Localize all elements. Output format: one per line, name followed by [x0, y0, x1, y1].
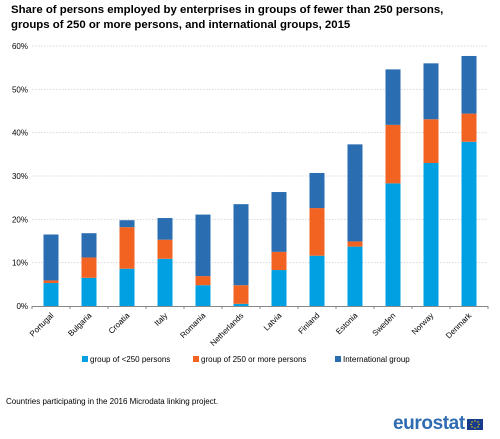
- bar-segment: [347, 144, 363, 242]
- bar-segment: [43, 283, 59, 306]
- y-tick-label: 30%: [12, 172, 28, 181]
- bar-segment: [461, 55, 477, 114]
- legend-swatch: [335, 356, 341, 362]
- bar-segment: [81, 277, 97, 306]
- x-tick-label: Finland: [296, 311, 321, 336]
- y-tick-label: 40%: [12, 129, 28, 138]
- bar-segment: [233, 303, 249, 306]
- bar-segment: [81, 257, 97, 278]
- legend-swatch: [82, 356, 88, 362]
- bar-segment: [347, 241, 363, 247]
- bar-segment: [385, 183, 401, 306]
- bar-segment: [119, 220, 135, 228]
- bar-segment: [43, 234, 59, 281]
- x-tick-label: Estonia: [334, 311, 360, 337]
- legend-label: International group: [343, 355, 410, 364]
- bar-segment: [157, 218, 173, 240]
- x-tick-label: Latvia: [262, 311, 284, 333]
- bar-segment: [119, 268, 135, 306]
- bar-segment: [195, 285, 211, 306]
- bar-segment: [461, 141, 477, 306]
- footnote: Countries participating in the 2016 Micr…: [6, 397, 219, 406]
- bar-segment: [347, 246, 363, 306]
- x-tick-label: Romania: [178, 311, 207, 340]
- bar-segment: [195, 276, 211, 286]
- stacked-bar-chart: 0% 10% 20% 30% 40% 50% 60% Portugal Bulgaria Croa…: [12, 42, 489, 364]
- y-tick-label: 10%: [12, 259, 28, 268]
- x-tick-label: Denmark: [444, 310, 474, 340]
- y-tick-label: 50%: [12, 85, 28, 94]
- bar-segment: [157, 258, 173, 306]
- bar-segment: [423, 119, 439, 163]
- bar-segment: [309, 208, 325, 256]
- y-tick-label: 20%: [12, 215, 28, 224]
- bar-segment: [385, 69, 401, 125]
- bar-segment: [233, 285, 249, 304]
- bar-segment: [271, 192, 287, 252]
- bar-segment: [43, 280, 59, 284]
- eurostat-logo-text: eurostat: [393, 413, 465, 434]
- y-tick-label: 60%: [12, 42, 28, 51]
- legend-label: group of 250 or more persons: [201, 355, 306, 364]
- bar-segment: [423, 163, 439, 306]
- legend-swatch: [193, 356, 199, 362]
- chart-title: Share of persons employed by enterprises…: [11, 3, 491, 33]
- bar-segment: [309, 255, 325, 306]
- x-tick-label: Sweden: [371, 311, 398, 338]
- bar-segment: [271, 251, 287, 271]
- bar-segment: [157, 239, 173, 259]
- bar-segment: [119, 227, 135, 269]
- eurostat-logo: eurostat: [393, 414, 495, 434]
- bar-segment: [195, 214, 211, 277]
- legend-label: group of <250 persons: [90, 355, 170, 364]
- bar-segment: [233, 204, 249, 286]
- x-tick-label: Bulgaria: [66, 311, 94, 339]
- x-tick-label: Croatia: [107, 311, 132, 336]
- bar-segment: [461, 113, 477, 142]
- bar-segment: [423, 63, 439, 120]
- x-tick-label: Netherlands: [209, 311, 246, 348]
- x-tick-label: Italy: [153, 311, 170, 328]
- chart-title-line-1: Share of persons employed by enterprises…: [11, 4, 444, 16]
- bar-segment: [309, 172, 325, 209]
- y-tick-label: 0%: [16, 302, 28, 311]
- eu-flag-icon: [466, 418, 483, 430]
- bar-segment: [385, 124, 401, 184]
- x-tick-label: Portugal: [28, 311, 56, 339]
- x-tick-label: Norway: [410, 311, 436, 337]
- bar-segment: [81, 233, 97, 258]
- chart-title-line-2: groups of 250 or more persons, and inter…: [11, 19, 351, 31]
- bar-segment: [271, 270, 287, 306]
